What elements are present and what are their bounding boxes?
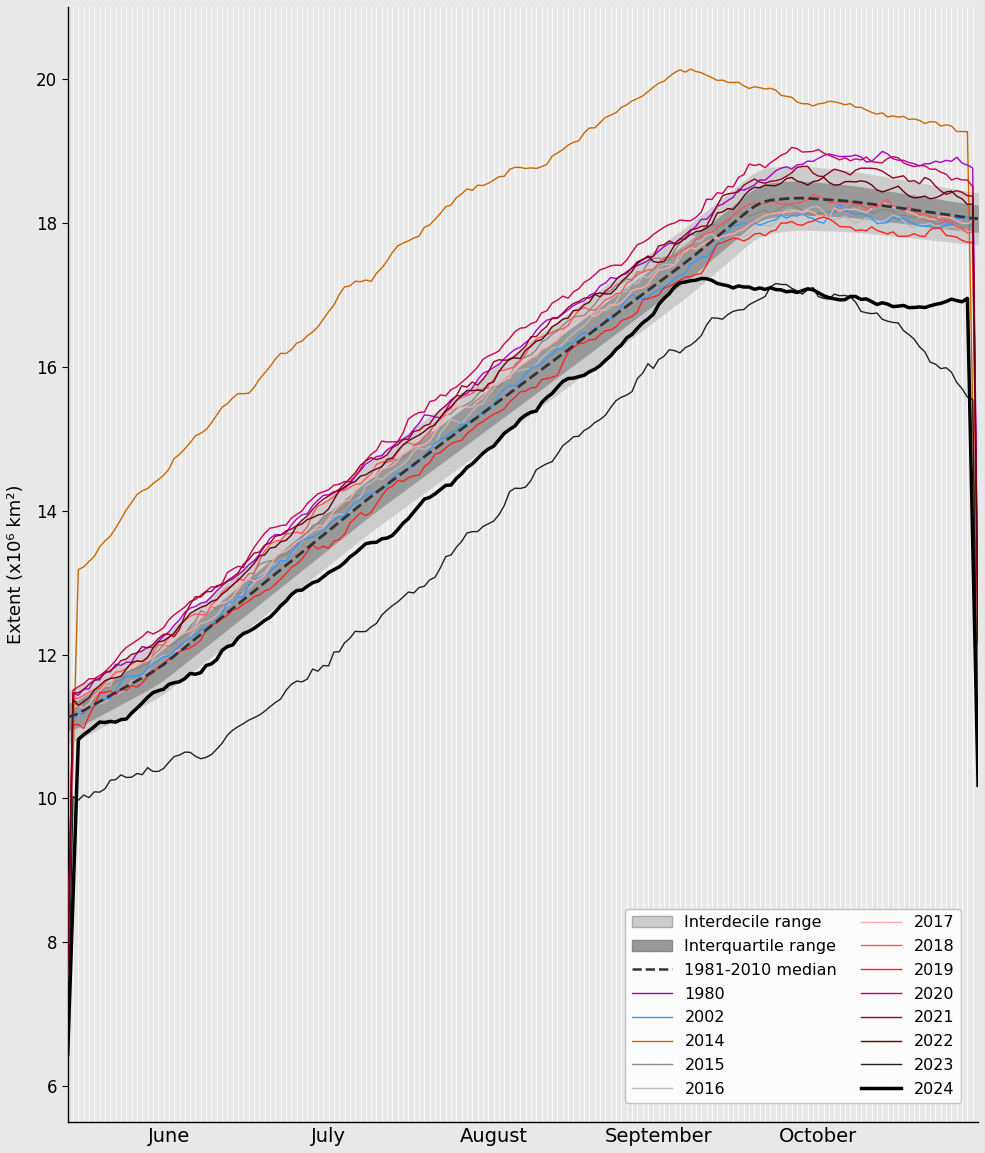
Y-axis label: Extent (x10⁶ km²): Extent (x10⁶ km²) [7, 484, 25, 645]
Legend: Interdecile range, Interquartile range, 1981-2010 median, 1980, 2002, 2014, 2015: Interdecile range, Interquartile range, … [625, 909, 961, 1103]
